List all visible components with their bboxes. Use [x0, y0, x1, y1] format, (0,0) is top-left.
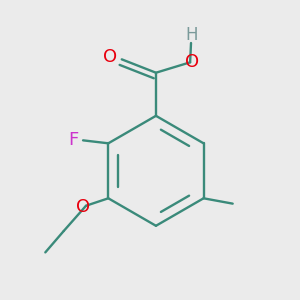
Text: O: O	[185, 53, 200, 71]
Text: O: O	[76, 198, 90, 216]
Text: O: O	[103, 48, 118, 66]
Text: F: F	[68, 131, 78, 149]
Text: H: H	[186, 26, 198, 44]
